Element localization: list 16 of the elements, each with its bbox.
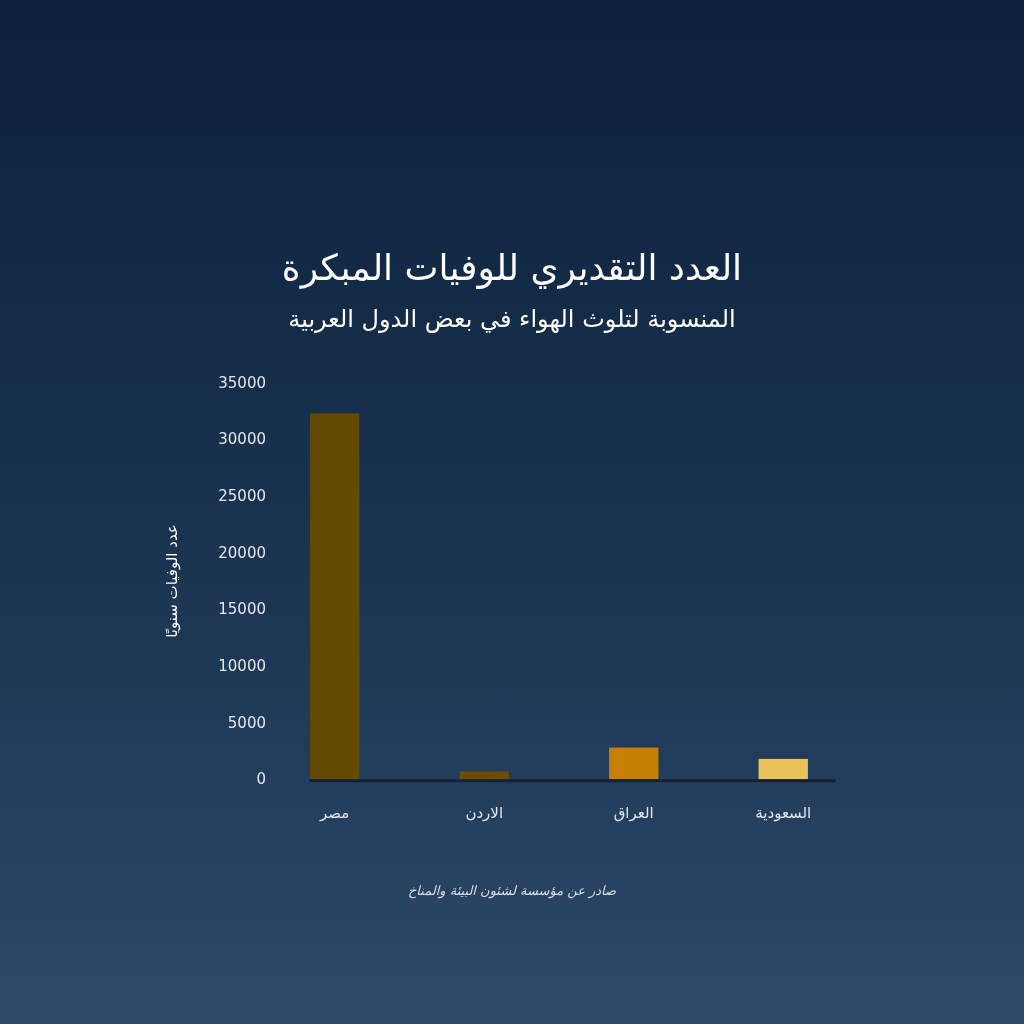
y-tick-label: 25000 bbox=[218, 487, 266, 505]
y-tick-label: 15000 bbox=[218, 600, 266, 619]
y-tick-label: 5000 bbox=[227, 713, 266, 732]
y-axis-title: عدد الوفيات سنويًا bbox=[163, 524, 181, 638]
annotation: صادر عن مؤسسة لشئون البيئة والمناخ bbox=[407, 882, 617, 898]
x-tick-label: مصر bbox=[320, 804, 350, 822]
title: العدد التقديري للوفيات المبكرة bbox=[281, 247, 743, 288]
y-tick-label: 30000 bbox=[218, 430, 266, 449]
y-tick-label: 0 bbox=[256, 770, 266, 789]
x-tick-label: السعودية bbox=[755, 804, 812, 822]
y-tick-label: 35000 bbox=[218, 373, 266, 392]
y-tick-label: 20000 bbox=[218, 543, 266, 562]
y-tick-label: 10000 bbox=[218, 657, 266, 675]
x-tick-label: الاردن bbox=[465, 804, 504, 822]
subtitle: المنسوبة لتلوث الهواء في بعض الدول العربية bbox=[288, 305, 736, 333]
x-tick-label: العراق bbox=[613, 804, 654, 822]
